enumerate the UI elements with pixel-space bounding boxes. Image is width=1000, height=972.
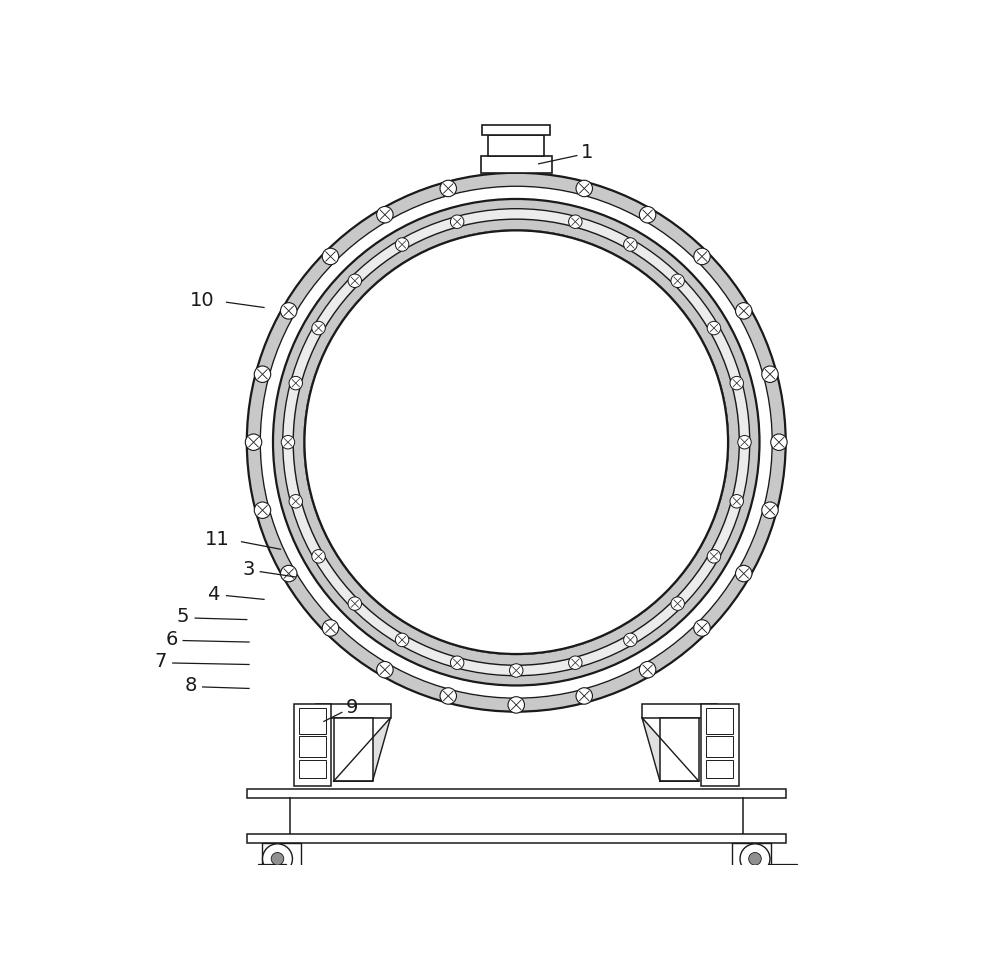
Text: 7: 7	[155, 652, 167, 671]
Bar	[732, 843, 771, 879]
Bar	[481, 156, 552, 173]
Bar	[232, 879, 367, 886]
Text: 4: 4	[207, 584, 219, 604]
Circle shape	[671, 274, 684, 288]
Bar	[299, 737, 326, 757]
Bar	[299, 759, 326, 779]
Bar	[702, 879, 837, 886]
Polygon shape	[334, 717, 391, 781]
Circle shape	[624, 633, 637, 646]
Bar	[642, 704, 717, 717]
Circle shape	[348, 597, 362, 610]
Circle shape	[624, 238, 637, 251]
Circle shape	[281, 435, 295, 449]
Circle shape	[707, 322, 721, 334]
Circle shape	[440, 180, 456, 196]
Text: 6: 6	[166, 630, 178, 648]
Circle shape	[639, 662, 656, 677]
Circle shape	[254, 502, 271, 518]
Circle shape	[312, 549, 325, 563]
Circle shape	[762, 502, 778, 518]
Bar	[706, 737, 733, 757]
Circle shape	[771, 434, 787, 450]
Circle shape	[569, 215, 582, 228]
Circle shape	[395, 633, 409, 646]
Polygon shape	[283, 209, 750, 676]
Circle shape	[440, 688, 456, 704]
Text: 8: 8	[184, 676, 197, 695]
Circle shape	[245, 434, 262, 450]
Bar	[660, 717, 699, 781]
Circle shape	[322, 620, 339, 637]
Circle shape	[671, 597, 684, 610]
Circle shape	[289, 376, 302, 390]
Bar	[258, 864, 286, 888]
Circle shape	[576, 180, 592, 196]
Circle shape	[730, 376, 743, 390]
Circle shape	[289, 495, 302, 508]
Circle shape	[450, 656, 464, 670]
Polygon shape	[642, 717, 699, 781]
Text: 1: 1	[581, 143, 594, 162]
Bar	[482, 124, 550, 135]
Circle shape	[736, 302, 752, 319]
Text: 9: 9	[345, 699, 358, 717]
Circle shape	[281, 566, 297, 582]
Polygon shape	[304, 230, 728, 654]
Circle shape	[762, 366, 778, 382]
Circle shape	[707, 549, 721, 563]
Circle shape	[738, 435, 751, 449]
Circle shape	[740, 844, 770, 874]
Circle shape	[312, 322, 325, 334]
Bar	[316, 704, 391, 717]
Circle shape	[730, 495, 743, 508]
Circle shape	[576, 688, 592, 704]
Text: 11: 11	[204, 530, 229, 549]
Circle shape	[694, 620, 710, 637]
Bar	[294, 704, 331, 786]
Polygon shape	[293, 219, 739, 665]
Circle shape	[322, 248, 339, 264]
Circle shape	[508, 697, 524, 713]
Circle shape	[254, 366, 271, 382]
Bar	[334, 717, 373, 781]
Text: 3: 3	[243, 560, 255, 579]
Bar	[701, 704, 739, 786]
Bar	[247, 834, 786, 843]
Circle shape	[395, 238, 409, 251]
Circle shape	[263, 844, 292, 874]
Circle shape	[694, 248, 710, 264]
Bar	[262, 843, 301, 879]
Bar	[706, 759, 733, 779]
Bar	[299, 708, 326, 734]
Bar	[706, 708, 733, 734]
Polygon shape	[273, 199, 759, 685]
Text: 5: 5	[177, 608, 189, 626]
Circle shape	[377, 662, 393, 677]
Circle shape	[569, 656, 582, 670]
Polygon shape	[304, 230, 728, 654]
Circle shape	[510, 664, 523, 677]
Circle shape	[271, 852, 284, 865]
Circle shape	[348, 274, 362, 288]
Circle shape	[736, 566, 752, 582]
Text: 10: 10	[190, 291, 214, 309]
Polygon shape	[247, 173, 786, 712]
Bar	[768, 864, 797, 888]
Circle shape	[377, 206, 393, 223]
Circle shape	[749, 852, 761, 865]
Bar	[488, 135, 544, 156]
Circle shape	[450, 215, 464, 228]
Circle shape	[281, 302, 297, 319]
Circle shape	[639, 206, 656, 223]
Polygon shape	[260, 187, 772, 698]
Bar	[247, 788, 786, 798]
